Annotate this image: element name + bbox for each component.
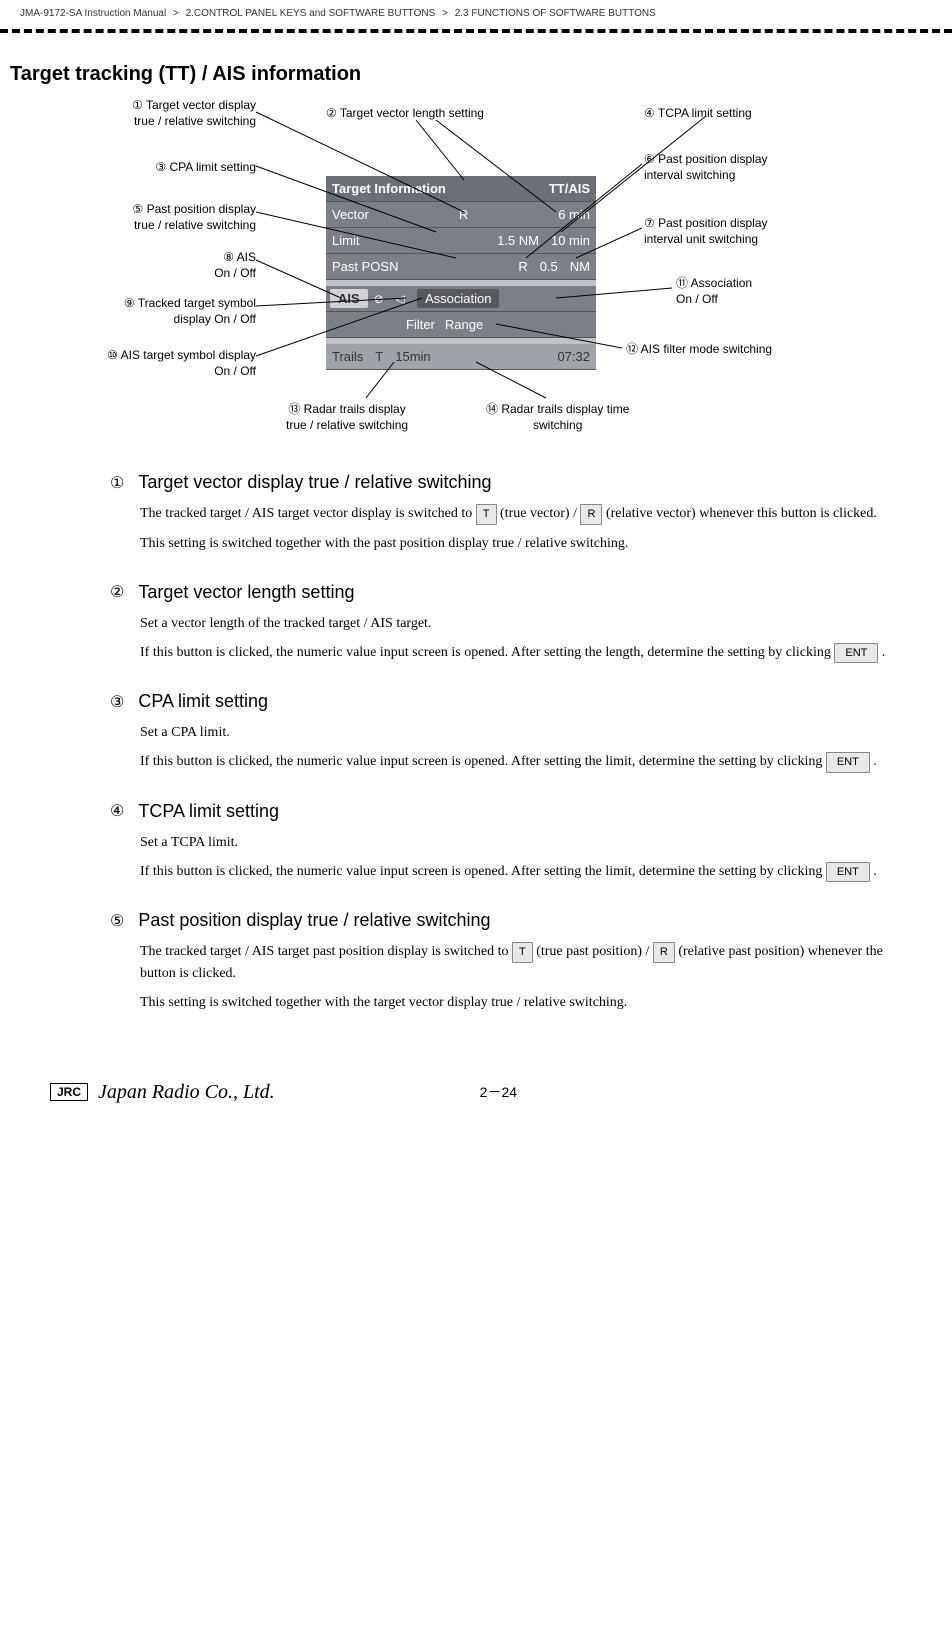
callout-12: ⑫ AIS filter mode switching [626, 342, 772, 358]
section-paragraph: Set a vector length of the tracked targe… [140, 613, 902, 634]
past-label: Past POSN [326, 259, 404, 274]
section-title: CPA limit setting [138, 691, 268, 712]
association-button[interactable]: Association [417, 289, 499, 308]
chapter-name: 2.CONTROL PANEL KEYS and SOFTWARE BUTTON… [186, 8, 436, 19]
trails-tr-button[interactable]: T [369, 349, 389, 364]
section-title: Target vector length setting [138, 582, 354, 603]
section-paragraph: The tracked target / AIS target past pos… [140, 941, 902, 984]
ais-row: AIS ⊘ ◁ Association [326, 286, 596, 312]
section-paragraph: If this button is clicked, the numeric v… [140, 642, 902, 664]
ais-target-symbol-icon[interactable]: ◁ [390, 292, 411, 306]
past-interval-button[interactable]: 0.5 [534, 259, 564, 274]
section-title: Past position display true / relative sw… [138, 910, 490, 931]
limit-row: Limit 1.5 NM 10 min [326, 228, 596, 254]
sep: > [442, 8, 448, 19]
diagram-area: Target Information TT/AIS Vector R 6 min… [16, 92, 936, 452]
callout-2: ② Target vector length setting [326, 106, 484, 122]
section-paragraph: The tracked target / AIS target vector d… [140, 503, 902, 525]
t-key: T [512, 942, 533, 963]
callout-14: ⑭ Radar trails display timeswitching [486, 402, 629, 433]
clock-value: 07:32 [551, 349, 596, 364]
page-number: 2－24 [480, 1082, 517, 1102]
r-key: R [580, 504, 602, 525]
page-footer: JRC Japan Radio Co., Ltd. 2－24 [0, 1071, 952, 1124]
callout-10: ⑩ AIS target symbol displayOn / Off [36, 348, 256, 379]
section-paragraph: Set a TCPA limit. [140, 832, 902, 853]
callout-4: ④ TCPA limit setting [644, 106, 752, 122]
dashed-divider [0, 29, 952, 33]
section-5: ⑤ Past position display true / relative … [110, 910, 902, 1013]
callout-8: ⑧ AISOn / Off [136, 250, 256, 281]
past-unit-button[interactable]: NM [564, 259, 596, 274]
callout-5: ⑤ Past position displaytrue / relative s… [76, 202, 256, 233]
trails-time-button[interactable]: 15min [389, 349, 436, 364]
trails-label: Trails [326, 349, 369, 364]
range-button[interactable]: Range [445, 317, 483, 332]
section-number: ④ [110, 801, 124, 821]
section-paragraph: If this button is clicked, the numeric v… [140, 751, 902, 773]
manual-name: JMA-9172-SA Instruction Manual [20, 8, 166, 19]
section-3: ③ CPA limit setting Set a CPA limit. If … [110, 691, 902, 773]
callout-9: ⑨ Tracked target symboldisplay On / Off [56, 296, 256, 327]
target-info-panel: Target Information TT/AIS Vector R 6 min… [326, 176, 596, 370]
section-paragraph: This setting is switched together with t… [140, 533, 902, 554]
section-number: ⑤ [110, 911, 124, 931]
callout-11: ⑪ AssociationOn / Off [676, 276, 752, 307]
vector-length-button[interactable]: 6 min [552, 207, 596, 222]
t-key: T [476, 504, 497, 525]
breadcrumb: JMA-9172-SA Instruction Manual > 2.CONTR… [0, 0, 952, 23]
filter-button[interactable]: Filter [406, 317, 435, 332]
callout-3: ③ CPA limit setting [76, 160, 256, 176]
ent-key: ENT [834, 643, 878, 664]
panel-title-row: Target Information TT/AIS [326, 176, 596, 202]
vector-row: Vector R 6 min [326, 202, 596, 228]
past-posn-row: Past POSN R 0.5 NM [326, 254, 596, 280]
r-key: R [653, 942, 675, 963]
callout-1: ① Target vector displaytrue / relative s… [36, 98, 256, 129]
section-number: ② [110, 582, 124, 602]
ent-key: ENT [826, 752, 870, 773]
section-1: ① Target vector display true / relative … [110, 472, 902, 554]
filter-row: Filter Range [326, 312, 596, 338]
section-2: ② Target vector length setting Set a vec… [110, 582, 902, 664]
jrc-logo-badge: JRC [50, 1083, 88, 1101]
content-area: ① Target vector display true / relative … [0, 452, 952, 1071]
panel-title-right: TT/AIS [543, 181, 596, 196]
section-title: TCPA limit setting [138, 801, 279, 822]
company-name: Japan Radio Co., Ltd. [98, 1081, 275, 1104]
section-number: ③ [110, 692, 124, 712]
callout-7: ⑦ Past position displayinterval unit swi… [644, 216, 768, 247]
section-number: ① [110, 473, 124, 493]
page-title: Target tracking (TT) / AIS information [0, 53, 952, 92]
callout-6: ⑥ Past position displayinterval switchin… [644, 152, 768, 183]
panel-title-left: Target Information [326, 181, 452, 196]
section-4: ④ TCPA limit setting Set a TCPA limit. I… [110, 801, 902, 883]
section-paragraph: This setting is switched together with t… [140, 992, 902, 1013]
section-paragraph: If this button is clicked, the numeric v… [140, 861, 902, 883]
vector-tr-button[interactable]: R [453, 207, 474, 222]
section-name: 2.3 FUNCTIONS OF SOFTWARE BUTTONS [455, 8, 656, 19]
vector-label: Vector [326, 207, 375, 222]
tracked-target-symbol-icon[interactable]: ⊘ [368, 292, 390, 306]
past-tr-button[interactable]: R [512, 259, 533, 274]
callout-13: ⑬ Radar trails displaytrue / relative sw… [286, 402, 408, 433]
section-paragraph: Set a CPA limit. [140, 722, 902, 743]
limit-label: Limit [326, 233, 365, 248]
trails-row: Trails T 15min 07:32 [326, 344, 596, 370]
cpa-limit-button[interactable]: 1.5 NM [491, 233, 545, 248]
sep: > [173, 8, 179, 19]
tcpa-limit-button[interactable]: 10 min [545, 233, 596, 248]
ent-key: ENT [826, 862, 870, 883]
section-title: Target vector display true / relative sw… [138, 472, 491, 493]
ais-toggle-button[interactable]: AIS [330, 289, 368, 308]
